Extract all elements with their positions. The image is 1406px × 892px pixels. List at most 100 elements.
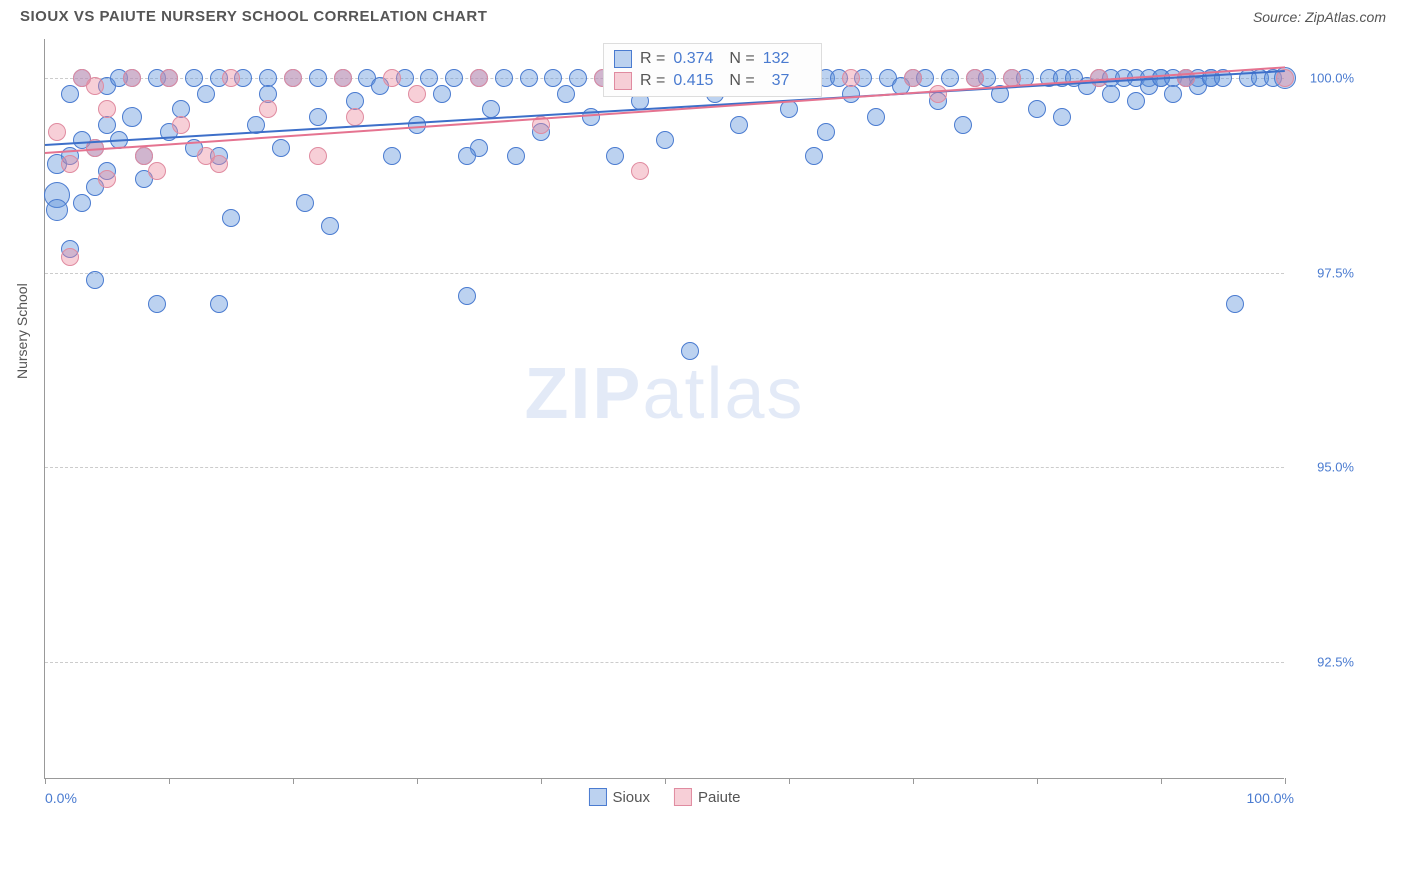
data-point	[98, 116, 116, 134]
y-axis-title: Nursery School	[14, 283, 30, 379]
data-point	[954, 116, 972, 134]
data-point	[681, 342, 699, 360]
data-point	[46, 199, 68, 221]
x-tick	[665, 778, 666, 784]
y-tick-label: 100.0%	[1310, 70, 1354, 85]
x-tick	[913, 778, 914, 784]
data-point	[557, 85, 575, 103]
data-point	[507, 147, 525, 165]
chart-header: SIOUX VS PAIUTE NURSERY SCHOOL CORRELATI…	[0, 0, 1406, 29]
x-axis-start-label: 0.0%	[45, 790, 77, 806]
data-point	[309, 147, 327, 165]
legend-label: Paiute	[698, 789, 741, 806]
data-point	[210, 155, 228, 173]
data-point	[383, 147, 401, 165]
data-point	[309, 108, 327, 126]
data-point	[61, 248, 79, 266]
data-point	[135, 147, 153, 165]
data-point	[656, 131, 674, 149]
data-point	[606, 147, 624, 165]
data-point	[966, 69, 984, 87]
data-point	[259, 100, 277, 118]
data-point	[334, 69, 352, 87]
data-point	[631, 162, 649, 180]
watermark: ZIPatlas	[524, 353, 804, 435]
y-tick-label: 97.5%	[1317, 265, 1354, 280]
data-point	[842, 69, 860, 87]
data-point	[321, 217, 339, 235]
data-point	[544, 69, 562, 87]
data-point	[482, 100, 500, 118]
data-point	[445, 69, 463, 87]
data-point	[222, 209, 240, 227]
data-point	[48, 123, 66, 141]
data-point	[1028, 100, 1046, 118]
data-point	[470, 69, 488, 87]
data-point	[1127, 92, 1145, 110]
legend-swatch	[674, 788, 692, 806]
legend-swatch	[588, 788, 606, 806]
x-tick	[169, 778, 170, 784]
data-point	[296, 194, 314, 212]
data-point	[98, 170, 116, 188]
data-point	[86, 271, 104, 289]
data-point	[210, 295, 228, 313]
data-point	[185, 69, 203, 87]
data-point	[730, 116, 748, 134]
data-point	[73, 194, 91, 212]
data-point	[520, 69, 538, 87]
data-point	[1102, 85, 1120, 103]
correlation-legend: R =0.374N =132R =0.415N = 37	[603, 43, 822, 97]
data-point	[222, 69, 240, 87]
data-point	[408, 85, 426, 103]
data-point	[495, 69, 513, 87]
data-point	[805, 147, 823, 165]
data-point	[61, 155, 79, 173]
chart-title: SIOUX VS PAIUTE NURSERY SCHOOL CORRELATI…	[20, 8, 487, 25]
legend-item: Sioux	[588, 788, 650, 806]
data-point	[1164, 85, 1182, 103]
data-point	[123, 69, 141, 87]
data-point	[148, 162, 166, 180]
data-point	[842, 85, 860, 103]
x-tick	[541, 778, 542, 784]
data-point	[86, 77, 104, 95]
data-point	[569, 69, 587, 87]
data-point	[458, 147, 476, 165]
data-point	[284, 69, 302, 87]
data-point	[433, 85, 451, 103]
data-point	[1053, 108, 1071, 126]
legend-label: Sioux	[612, 789, 650, 806]
data-point	[160, 69, 178, 87]
data-point	[61, 85, 79, 103]
data-point	[346, 108, 364, 126]
data-point	[172, 116, 190, 134]
data-point	[941, 69, 959, 87]
x-tick	[293, 778, 294, 784]
legend-item: Paiute	[674, 788, 741, 806]
data-point	[148, 295, 166, 313]
chart-source: Source: ZipAtlas.com	[1253, 9, 1386, 25]
x-tick	[45, 778, 46, 784]
data-point	[197, 85, 215, 103]
y-tick-label: 95.0%	[1317, 460, 1354, 475]
legend-swatch	[614, 50, 632, 68]
x-tick	[417, 778, 418, 784]
data-point	[122, 107, 142, 127]
y-tick-label: 92.5%	[1317, 655, 1354, 670]
data-point	[904, 69, 922, 87]
data-point	[458, 287, 476, 305]
data-point	[929, 85, 947, 103]
data-point	[383, 69, 401, 87]
chart-container: Nursery School ZIPatlas 0.0% 100.0% 92.5…	[44, 29, 1386, 809]
x-tick	[789, 778, 790, 784]
gridline	[45, 273, 1284, 274]
legend-row: R =0.374N =132	[614, 48, 811, 70]
x-tick	[1285, 778, 1286, 784]
data-point	[408, 116, 426, 134]
x-tick	[1161, 778, 1162, 784]
data-point	[420, 69, 438, 87]
data-point	[817, 123, 835, 141]
data-point	[272, 139, 290, 157]
x-axis-end-label: 100.0%	[1247, 790, 1294, 806]
